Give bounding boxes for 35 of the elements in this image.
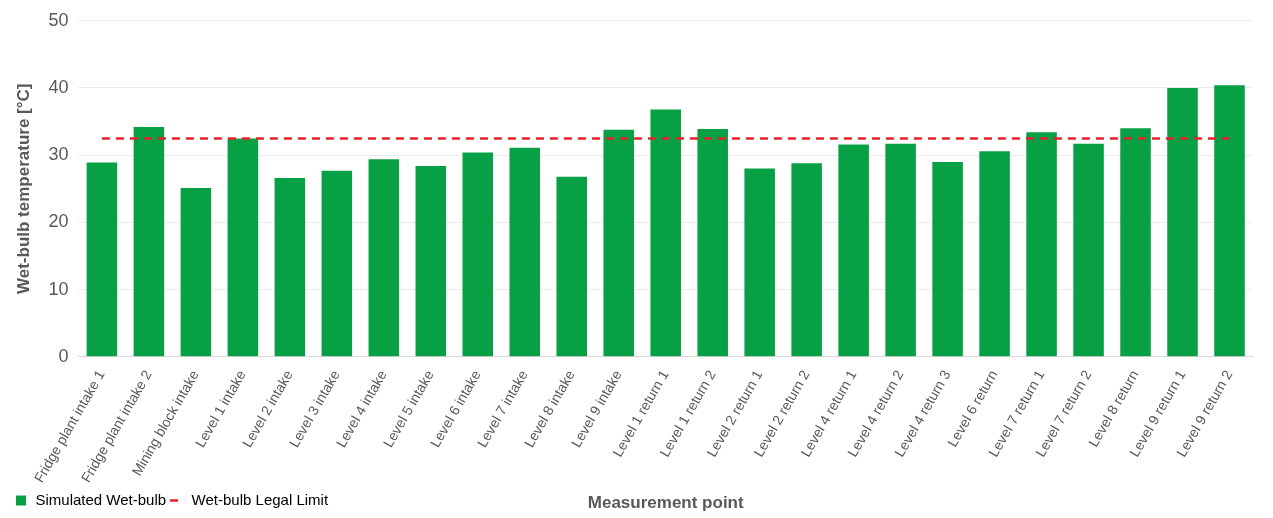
bar — [1026, 132, 1057, 357]
bar — [509, 147, 541, 357]
bar — [180, 188, 212, 357]
bar — [556, 176, 588, 357]
bar — [697, 128, 728, 357]
bar — [1167, 87, 1198, 357]
x-axis-title: Measurement point — [587, 493, 744, 513]
bar — [274, 178, 306, 357]
y-tick-label: 20 — [48, 211, 69, 232]
y-tick-label: 30 — [48, 144, 69, 165]
bar — [650, 109, 681, 357]
y-tick-label: 50 — [48, 9, 69, 30]
legend-label: Wet-bulb Legal Limit — [191, 490, 329, 508]
y-tick-label: 10 — [48, 278, 69, 299]
bar — [1120, 128, 1151, 357]
bar — [603, 129, 634, 357]
bar — [932, 161, 963, 357]
bar — [368, 159, 400, 357]
bar — [86, 162, 118, 357]
legend-label: Simulated Wet-bulb — [35, 490, 167, 508]
bar — [321, 170, 353, 357]
bar — [415, 165, 447, 357]
bar — [227, 138, 259, 357]
bar — [885, 143, 916, 357]
bar — [1073, 143, 1104, 357]
bar — [133, 126, 165, 357]
bar — [744, 168, 775, 357]
y-axis-title: Wet-bulb temperature [°C] — [13, 83, 33, 295]
bar — [791, 163, 822, 357]
bar — [979, 151, 1010, 357]
bar — [462, 152, 494, 357]
y-tick-label: 40 — [48, 76, 69, 97]
y-tick-label: 0 — [58, 345, 69, 366]
bar — [1214, 85, 1245, 357]
bar — [838, 144, 869, 357]
